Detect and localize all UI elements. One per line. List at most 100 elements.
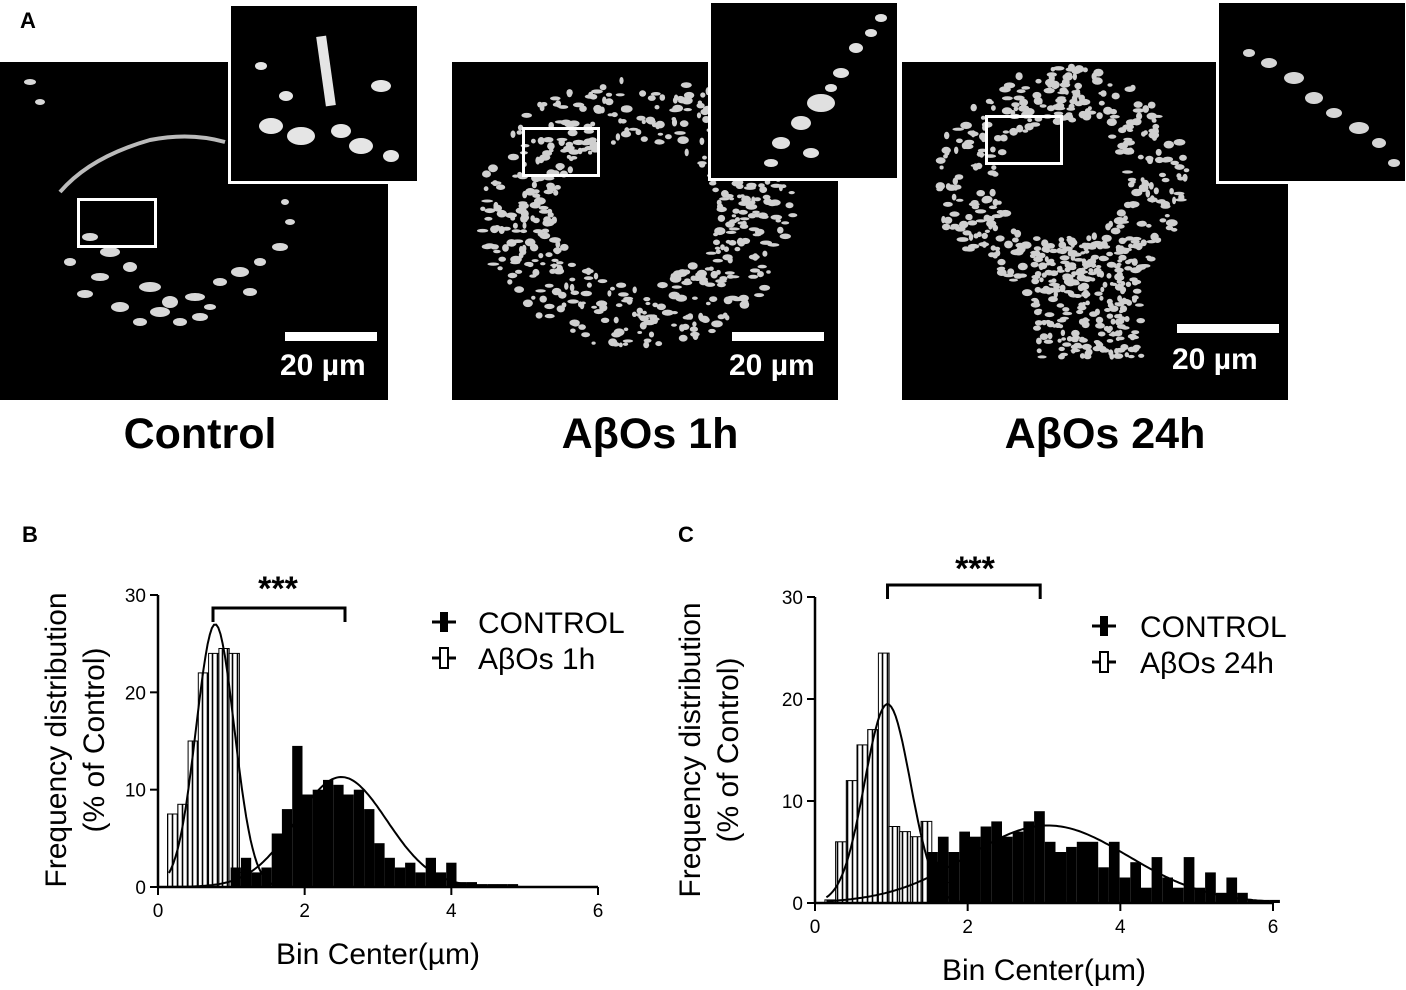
mitochondrion — [997, 258, 1006, 266]
mitochondrion — [1132, 108, 1144, 113]
histogram-bar — [927, 852, 938, 903]
mitochondrion — [1088, 258, 1097, 265]
mitochondrion — [1162, 156, 1174, 163]
mitochondrion — [1080, 251, 1086, 255]
mitochondrion — [1031, 297, 1039, 302]
mitochondrion — [581, 332, 590, 338]
mitochondrion — [537, 137, 545, 145]
mitochondrion — [541, 228, 550, 234]
mitochondrion — [1120, 281, 1126, 286]
mitochondrion — [553, 189, 559, 196]
histogram-bar — [1140, 887, 1152, 903]
mitochondrion — [1114, 332, 1123, 337]
histogram-bar — [1055, 852, 1067, 903]
mitochondrion — [1004, 240, 1013, 249]
mitochondrion — [1081, 258, 1087, 264]
mitochondrion — [1119, 309, 1124, 314]
mitochondrion — [1109, 353, 1115, 360]
mitochondrion — [1096, 272, 1102, 277]
histogram-bar — [980, 826, 992, 903]
mitochondrion — [1130, 180, 1136, 184]
mitochondrion — [538, 253, 544, 259]
mitochondrion — [1152, 123, 1160, 130]
mitochondrion — [709, 180, 717, 186]
mitochondrion — [554, 120, 566, 124]
mitochondrion — [1064, 72, 1073, 77]
mitochondrion — [675, 294, 687, 302]
mitochondrion — [567, 262, 576, 267]
mitochondrion — [1131, 330, 1140, 335]
mitochondrion — [981, 232, 988, 239]
histogram-bar — [394, 867, 406, 887]
mitochondrion — [991, 171, 999, 177]
histogram-bar — [497, 884, 508, 887]
mitochondrion — [672, 104, 684, 112]
mitochondrion — [1056, 266, 1062, 271]
mitochondrion — [953, 186, 958, 191]
mitochondrion — [1051, 278, 1057, 283]
mitochondrion — [534, 204, 539, 209]
y-tick-label: 30 — [782, 588, 803, 609]
mitochondrion — [1047, 332, 1053, 340]
mitochondrion — [1110, 318, 1116, 325]
mitochondrion — [1053, 111, 1064, 116]
mitochondrion — [605, 92, 613, 97]
mitochondrion — [704, 282, 716, 287]
mitochondrion — [510, 260, 521, 265]
mitochondrion — [788, 213, 798, 218]
mitochondrion — [1138, 318, 1143, 323]
mitochondrion — [1076, 309, 1084, 315]
mitochondrion — [1179, 154, 1187, 161]
mitochondrion — [1016, 124, 1024, 133]
mitochondrion — [674, 131, 686, 135]
histogram-c: Frequency distribution (% of Control) Bi… — [674, 550, 1287, 987]
mitochondrion — [941, 223, 951, 231]
mitochondrion — [1047, 260, 1054, 265]
mitochondrion — [544, 313, 555, 319]
mitochondrion — [481, 199, 494, 203]
mitochondrion — [569, 319, 580, 326]
roi-box — [985, 115, 1063, 165]
mitochondrion — [642, 310, 647, 315]
x-tick-label: 2 — [299, 901, 310, 922]
mitochondrion — [544, 303, 555, 310]
mitochondrion — [1131, 188, 1143, 197]
mitochondrion — [511, 229, 521, 233]
mitochondrion — [1081, 301, 1086, 307]
histogram-bar — [187, 740, 199, 888]
mitochondrion — [972, 163, 979, 171]
mitochondrion — [1073, 258, 1084, 262]
mitochondrion — [983, 214, 991, 222]
mitochondrion — [955, 198, 964, 202]
mitochondrion — [991, 214, 1003, 219]
mitochondrion — [493, 225, 501, 231]
histogram-bar — [991, 821, 1002, 903]
mitochondrion — [1062, 307, 1070, 312]
mitochondrion — [1077, 305, 1087, 311]
mitochondrion — [728, 275, 740, 279]
x-tick-label: 4 — [1115, 917, 1126, 938]
mitochondrion — [539, 154, 551, 161]
mitochondrion — [1001, 107, 1013, 115]
mitochondrion — [641, 119, 646, 125]
mitochondrion — [609, 341, 620, 347]
mitochondrion — [759, 214, 769, 219]
mitochondrion — [615, 303, 623, 308]
mitochondrion — [955, 226, 966, 232]
significance-stars: *** — [258, 570, 298, 608]
mitochondrion — [739, 217, 750, 221]
mitochondrion — [723, 296, 733, 305]
y-tick-label: 30 — [125, 586, 146, 607]
mitochondrion — [538, 205, 549, 210]
mitochondrion — [1106, 261, 1117, 268]
mitochondrion — [1079, 353, 1086, 359]
mitochondrion — [616, 282, 627, 288]
mitochondrion — [724, 271, 735, 275]
mitochondrion — [1041, 320, 1048, 325]
histogram-bar — [877, 652, 890, 904]
histogram-bar — [1162, 877, 1173, 903]
mitochondrion — [524, 238, 536, 247]
mitochondrion — [493, 249, 501, 254]
mitochondrion — [1121, 326, 1130, 330]
scale-bar — [732, 332, 824, 341]
